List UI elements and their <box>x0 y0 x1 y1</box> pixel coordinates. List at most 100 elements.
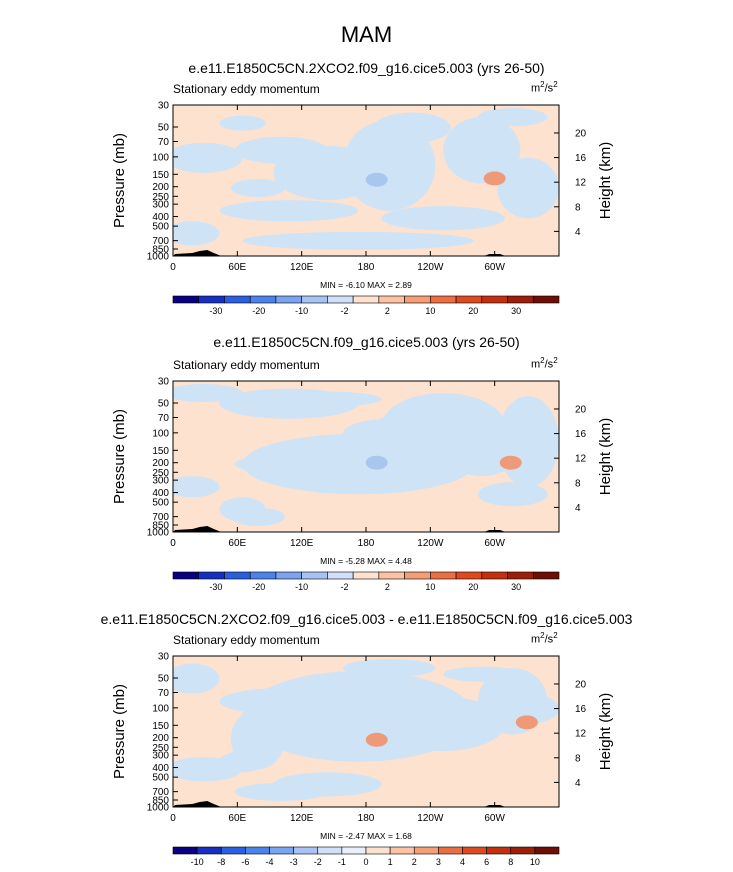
field-region <box>477 482 548 507</box>
y-tick-label: 250 <box>152 192 169 203</box>
colorbar-box <box>275 571 302 580</box>
y-tick-label: 50 <box>158 398 170 409</box>
panel-1-units: m2/s2 <box>531 80 558 95</box>
colorbar-box <box>352 295 380 304</box>
field-region <box>342 659 436 678</box>
colorbar-box <box>301 295 328 304</box>
panel-3-variable: Stationary eddy momentum <box>173 633 320 647</box>
field-region <box>173 384 243 403</box>
panel-2-units: m2/s2 <box>531 356 558 371</box>
field-region <box>373 729 451 749</box>
colorbar-box <box>507 571 534 580</box>
colorbar-box <box>249 571 277 580</box>
y-tick-label: 400 <box>152 763 169 774</box>
right-tick-label: 16 <box>575 153 587 164</box>
panel-2-minmax: MIN = -5.28 MAX = 4.48 <box>320 556 412 566</box>
colorbar-box <box>378 571 405 580</box>
field-feature <box>365 455 388 470</box>
colorbar-box <box>481 295 508 304</box>
right-tick-label: 20 <box>575 128 587 139</box>
field-region <box>273 772 382 797</box>
field-region <box>242 231 475 250</box>
x-tick-label: 120W <box>417 813 444 824</box>
y-tick-label: 100 <box>152 703 169 714</box>
colorbar-box <box>224 295 251 304</box>
colorbar-label: 2 <box>412 857 417 867</box>
colorbar-box <box>301 571 328 580</box>
field-group <box>173 381 559 532</box>
colorbar-box <box>510 846 536 855</box>
right-tick-label: 8 <box>575 202 581 213</box>
colorbar-box <box>486 846 512 855</box>
field-feature <box>365 172 388 187</box>
colorbar-box <box>438 846 463 855</box>
field-group <box>173 105 559 256</box>
colorbar-box <box>389 846 415 855</box>
y-tick-label: 30 <box>158 377 170 388</box>
panel-1-title: e.e11.E1850C5CN.2XCO2.f09_g16.cice5.003 … <box>188 60 545 76</box>
panel-1-minmax: MIN = -6.10 MAX = 2.89 <box>320 280 412 290</box>
colorbar-label: -30 <box>209 306 222 316</box>
y-tick-label: 250 <box>152 743 169 754</box>
colorbar-label: -1 <box>338 857 346 867</box>
colorbar-label: 10 <box>530 857 540 867</box>
colorbar-label: -2 <box>314 857 322 867</box>
colorbar-box <box>172 295 200 304</box>
y-tick-label: 300 <box>152 751 169 762</box>
x-tick-label: 60W <box>484 813 505 824</box>
colorbar-box <box>413 846 439 855</box>
y-tick-label: 100 <box>152 428 169 439</box>
colorbar-box <box>172 571 200 580</box>
colorbar-box <box>481 571 508 580</box>
field-region <box>219 497 266 522</box>
colorbar-box <box>378 295 405 304</box>
y-tick-label: 200 <box>152 733 169 744</box>
x-tick-label: 0 <box>170 262 176 273</box>
right-tick-label: 12 <box>575 178 587 189</box>
y-tick-label: 500 <box>152 773 169 784</box>
colorbar-label: 2 <box>385 582 390 592</box>
y-tick-label: 50 <box>158 122 170 133</box>
right-tick-label: 16 <box>575 429 587 440</box>
y-tick-label: 300 <box>152 476 169 487</box>
y-tick-label: 30 <box>158 101 170 112</box>
right-axis-label: Height (km) <box>597 142 614 220</box>
colorbar-box <box>198 295 225 304</box>
y-axis-label: Pressure (mb) <box>111 133 128 228</box>
right-tick-label: 16 <box>575 704 587 715</box>
y-tick-label: 500 <box>152 222 169 233</box>
colorbar-label: -4 <box>265 857 273 867</box>
topography <box>173 801 222 807</box>
panel-1-variable: Stationary eddy momentum <box>173 82 320 96</box>
y-tick-label: 150 <box>152 446 169 457</box>
colorbar-box <box>245 846 270 855</box>
right-tick-label: 8 <box>575 478 581 489</box>
y-tick-label: 30 <box>158 652 170 663</box>
y-tick-label: 200 <box>152 182 169 193</box>
panel-3-chart: 3050701001502002503004005007008501000Pre… <box>111 652 614 868</box>
field-region <box>173 142 243 173</box>
panel-2-variable: Stationary eddy momentum <box>173 358 320 372</box>
y-tick-label: 700 <box>152 236 169 247</box>
x-tick-label: 0 <box>170 538 176 549</box>
colorbar-label: -10 <box>295 582 308 592</box>
colorbar-box <box>532 571 560 580</box>
colorbar-label: -2 <box>341 306 349 316</box>
colorbar-label: -2 <box>341 582 349 592</box>
colorbar-box <box>455 571 483 580</box>
colorbar-label: 3 <box>436 857 441 867</box>
colorbar-label: -20 <box>252 582 265 592</box>
y-tick-label: 100 <box>152 152 169 163</box>
right-tick-label: 8 <box>575 753 581 764</box>
y-tick-label: 1000 <box>147 252 170 263</box>
colorbar-label: -3 <box>290 857 298 867</box>
y-tick-label: 150 <box>152 721 169 732</box>
right-tick-label: 20 <box>575 679 587 690</box>
figure-title: MAM <box>340 22 393 47</box>
colorbar-label: -8 <box>217 857 225 867</box>
field-region <box>497 396 559 487</box>
y-axis-label: Pressure (mb) <box>111 409 128 504</box>
panel-3-minmax: MIN = -2.47 MAX = 1.68 <box>320 831 412 841</box>
colorbar-box <box>455 295 483 304</box>
right-tick-label: 4 <box>575 503 581 514</box>
